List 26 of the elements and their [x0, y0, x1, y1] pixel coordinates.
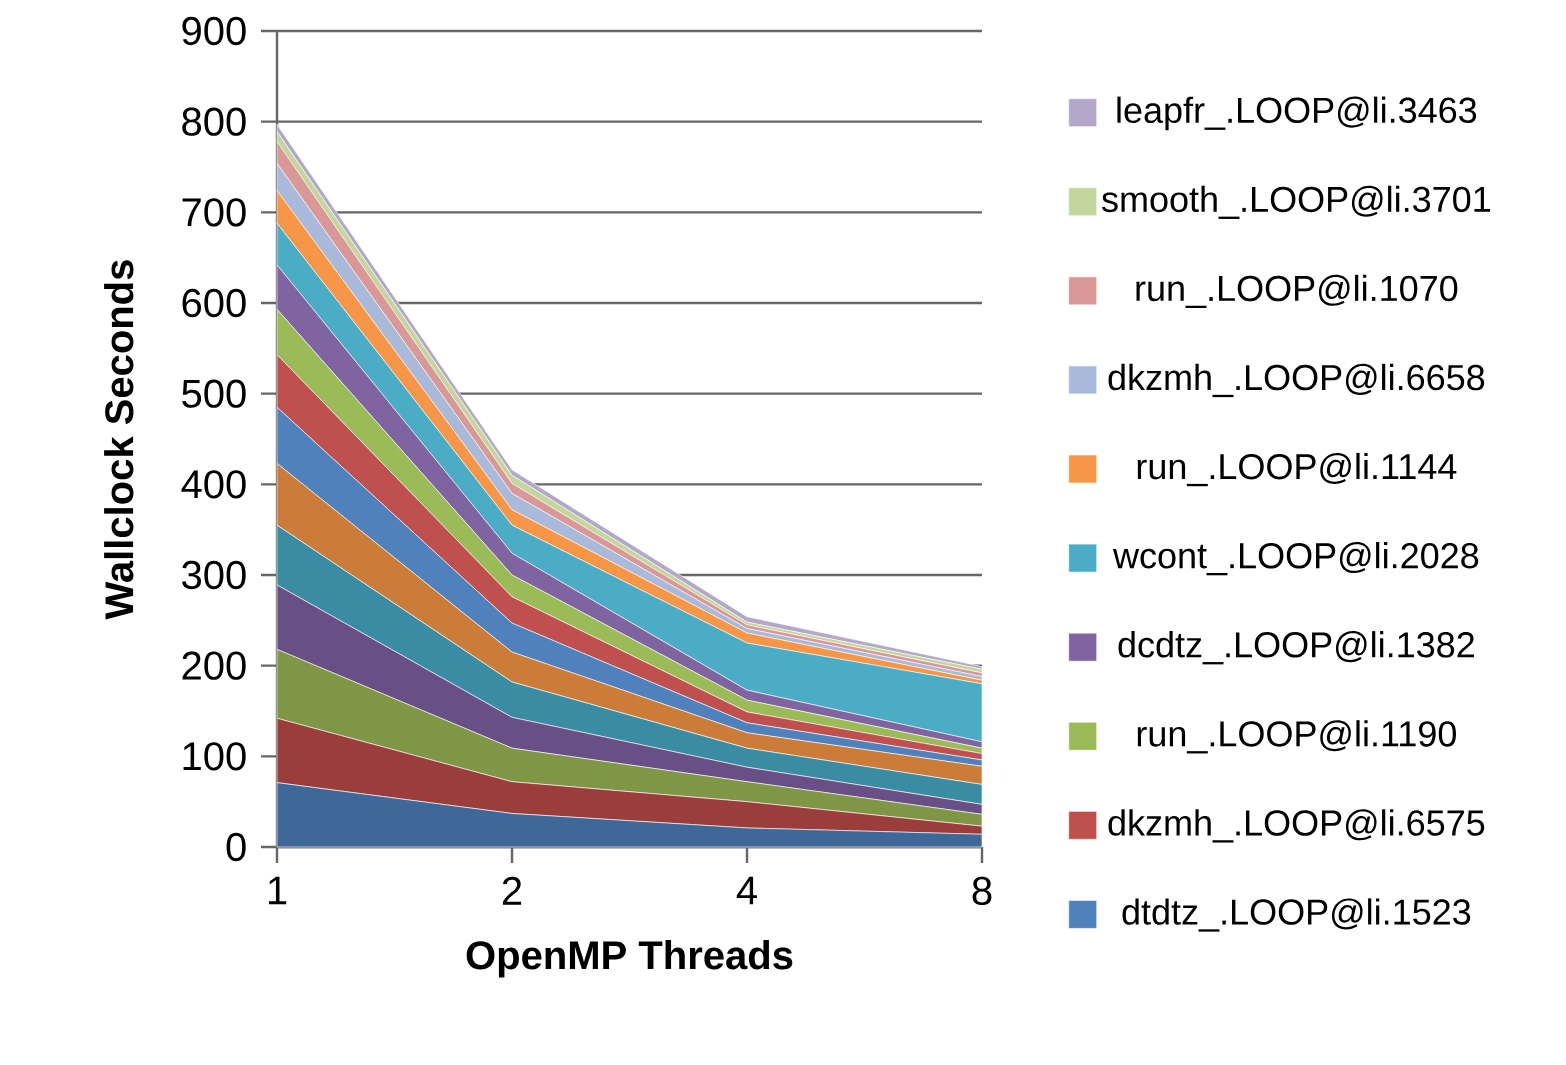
legend-label: dkzmh_.LOOP@li.6658: [1108, 363, 1485, 398]
y-axis-title: Wallclock Seconds: [104, 260, 134, 620]
y-tick-label: 500: [182, 379, 246, 408]
y-tick-label: 600: [182, 288, 246, 318]
x-tick-label: 8: [972, 876, 992, 906]
legend-label: dkzmh_.LOOP@li.6575: [1108, 809, 1485, 843]
x-tick-label: 2: [502, 876, 522, 905]
legend-label: run_.LOOP@li.1144: [1137, 452, 1457, 487]
legend-label: dtdtz_.LOOP@li.1523: [1122, 898, 1471, 932]
legend-label: run_.LOOP@li.1070: [1136, 274, 1458, 309]
y-tick-label: 100: [183, 742, 246, 771]
legend-label: smooth_.LOOP@li.3701: [1102, 185, 1490, 219]
y-tick-label: 900: [182, 16, 246, 46]
y-tick-label: 0: [226, 832, 246, 862]
legend-label: leapfr_.LOOP@li.3463: [1117, 96, 1477, 131]
x-tick-label: 1: [268, 876, 287, 905]
y-tick-label: 200: [182, 651, 246, 680]
legend-label: dcdtz_.LOOP@li.1382: [1118, 631, 1474, 665]
x-axis-title: OpenMP Threads: [466, 940, 793, 978]
legend-label: run_.LOOP@li.1190: [1137, 720, 1456, 754]
y-tick-label: 400: [181, 470, 246, 499]
y-tick-label: 300: [182, 560, 246, 590]
y-tick-label: 800: [182, 107, 246, 136]
x-tick-label: 4: [736, 876, 757, 905]
legend-label: wcont_.LOOP@li.2028: [1112, 542, 1479, 576]
y-tick-label: 700: [182, 198, 246, 227]
